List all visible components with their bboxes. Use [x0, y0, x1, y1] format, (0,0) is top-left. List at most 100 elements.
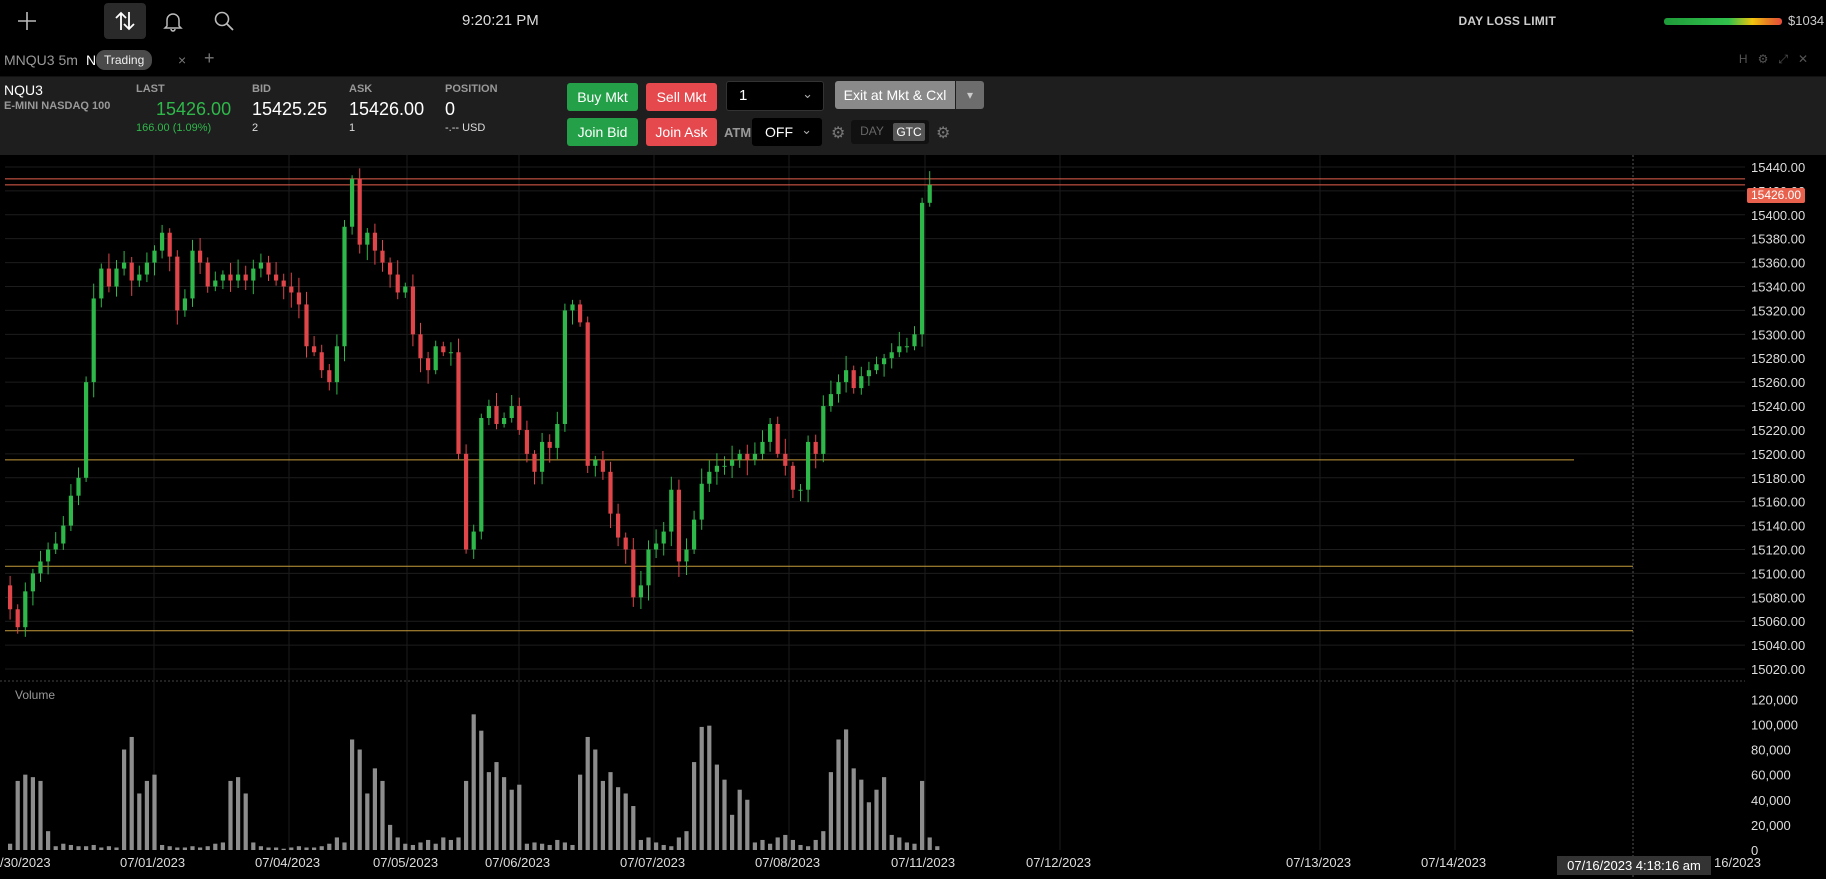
- bid-label: BID: [252, 83, 271, 95]
- add-icon[interactable]: [6, 3, 48, 39]
- volume-bar: [228, 780, 233, 850]
- candle: [882, 353, 887, 377]
- volume-bar: [160, 844, 165, 850]
- volume-bar: [570, 844, 575, 850]
- candle: [53, 532, 58, 555]
- candle: [654, 529, 659, 559]
- volume-tick-label: 20,000: [1751, 818, 1791, 833]
- tif-day-option[interactable]: DAY: [860, 124, 884, 138]
- candle: [570, 299, 575, 325]
- volume-bar: [889, 834, 894, 850]
- volume-bar: [616, 787, 621, 850]
- ask-field: ASK 15426.00 1: [349, 83, 424, 134]
- sell-market-button[interactable]: Sell Mkt: [646, 83, 717, 111]
- add-tab-icon[interactable]: +: [204, 48, 215, 68]
- bell-icon[interactable]: [152, 3, 194, 39]
- volume-bar: [547, 844, 552, 850]
- clock: 9:20:21 PM: [462, 12, 539, 29]
- candle: [783, 438, 788, 476]
- x-tick-label: 07/05/2023: [373, 855, 438, 870]
- candle: [38, 550, 43, 582]
- volume-bar: [365, 793, 370, 850]
- candle: [600, 451, 605, 480]
- volume-bar: [897, 837, 902, 850]
- candle: [251, 259, 256, 295]
- candle: [464, 444, 469, 554]
- settings-icon[interactable]: ⚙: [1757, 52, 1769, 66]
- day-loss-limit-label: DAY LOSS LIMIT: [1458, 14, 1556, 28]
- close-icon[interactable]: ✕: [1797, 52, 1808, 66]
- x-tick-label: 07/11/2023: [891, 855, 955, 870]
- volume-bar: [274, 847, 279, 850]
- candle: [684, 538, 689, 575]
- quantity-select[interactable]: 1 ⌄: [726, 81, 824, 111]
- volume-bar: [106, 846, 111, 850]
- volume-bar: [99, 847, 104, 850]
- time-in-force-toggle[interactable]: DAY GTC: [851, 120, 929, 144]
- candle: [661, 522, 666, 556]
- candle: [874, 356, 879, 375]
- volume-bar: [882, 777, 887, 850]
- volume-bar: [144, 780, 149, 850]
- close-tab-icon[interactable]: ×: [178, 52, 187, 68]
- hide-icon[interactable]: H: [1738, 52, 1748, 66]
- popout-icon[interactable]: ⤢: [1778, 52, 1788, 66]
- candle: [182, 289, 187, 317]
- candle: [357, 168, 362, 254]
- join-bid-button[interactable]: Join Bid: [567, 118, 638, 146]
- buy-market-button[interactable]: Buy Mkt: [567, 83, 638, 111]
- exit-dropdown-chevron-icon[interactable]: ▾: [956, 81, 984, 109]
- volume-bar: [608, 772, 613, 850]
- volume-bar: [904, 842, 909, 850]
- volume-bar: [927, 837, 932, 850]
- volume-bar: [30, 777, 35, 850]
- atm-select[interactable]: OFF ⌄: [752, 118, 822, 146]
- exit-at-market-button[interactable]: Exit at Mkt & Cxl: [835, 81, 955, 109]
- volume-bar: [76, 846, 81, 850]
- search-icon[interactable]: [203, 3, 245, 39]
- volume-bar: [737, 789, 742, 850]
- candle: [752, 442, 757, 466]
- volume-bar: [327, 843, 332, 850]
- volume-bar: [851, 768, 856, 850]
- candle: [122, 250, 127, 276]
- tif-gear-icon[interactable]: ⚙: [936, 125, 951, 142]
- symbol-block: NQU3 E-MINI NASDAQ 100: [4, 82, 110, 112]
- candle: [524, 420, 529, 463]
- volume-bar: [448, 839, 453, 850]
- tif-gtc-option[interactable]: GTC: [893, 123, 925, 141]
- volume-bar: [692, 762, 697, 850]
- candle: [813, 434, 818, 469]
- volume-bar: [281, 848, 286, 850]
- candle: [167, 228, 172, 272]
- candle: [897, 331, 902, 358]
- atm-gear-icon[interactable]: ⚙: [831, 125, 846, 142]
- y-tick-label: 15220.00: [1751, 423, 1805, 438]
- price-chart[interactable]: 15440.0015420.0015400.0015380.0015360.00…: [0, 155, 1826, 879]
- y-tick-label: 15020.00: [1751, 662, 1805, 677]
- candle: [388, 257, 393, 288]
- tab-chart[interactable]: MNQU3 5m: [4, 52, 78, 68]
- trading-icon[interactable]: [104, 3, 146, 39]
- volume-bar: [699, 726, 704, 850]
- volume-bar: [15, 780, 20, 850]
- volume-bar: [623, 793, 628, 850]
- candle: [220, 270, 225, 290]
- volume-bar: [540, 843, 545, 850]
- volume-tick-label: 80,000: [1751, 743, 1791, 758]
- join-ask-button[interactable]: Join Ask: [646, 118, 717, 146]
- candle: [904, 337, 909, 353]
- volume-bar: [433, 843, 438, 850]
- last-change: 166.00 (1.09%): [136, 122, 212, 134]
- candle: [137, 265, 142, 287]
- volume-bar: [464, 780, 469, 850]
- volume-bar: [334, 837, 339, 850]
- tab-trading[interactable]: N: [86, 52, 97, 68]
- symbol-code[interactable]: NQU3: [4, 82, 43, 98]
- volume-bar: [289, 847, 294, 850]
- volume-bar: [669, 846, 674, 850]
- candle: [403, 282, 408, 298]
- candle: [669, 476, 674, 547]
- candle: [631, 537, 636, 607]
- volume-bar: [828, 772, 833, 850]
